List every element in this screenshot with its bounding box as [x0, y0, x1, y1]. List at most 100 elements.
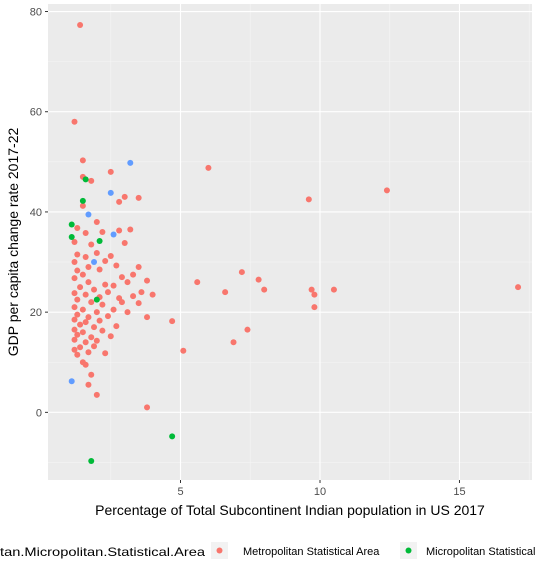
- data-point: [107, 333, 114, 340]
- data-point: [96, 317, 103, 324]
- data-point: [311, 304, 318, 311]
- legend-title: tan.Micropolitan.Statistical.Area: [0, 545, 205, 559]
- panel-background: [48, 4, 532, 480]
- y-tick-label: 60: [30, 107, 42, 119]
- data-point: [93, 218, 100, 225]
- data-point: [88, 177, 95, 184]
- data-point: [82, 254, 89, 261]
- legend-swatch-metropolitan: [216, 547, 223, 554]
- data-point: [330, 286, 337, 293]
- data-point: [88, 299, 95, 306]
- data-point: [383, 187, 390, 194]
- data-point: [130, 271, 137, 278]
- data-point: [230, 339, 237, 346]
- data-point: [68, 233, 75, 240]
- data-point: [77, 344, 84, 351]
- data-point: [144, 277, 151, 284]
- data-point: [93, 250, 100, 257]
- data-points: [68, 22, 522, 464]
- data-point: [205, 164, 212, 171]
- data-point: [127, 226, 134, 233]
- data-point: [515, 284, 522, 291]
- data-point: [116, 198, 123, 205]
- data-point: [85, 349, 92, 356]
- data-point: [71, 275, 78, 282]
- data-point: [85, 264, 92, 271]
- y-tick-label: 20: [30, 307, 42, 319]
- data-point: [99, 327, 106, 334]
- data-point: [149, 291, 156, 298]
- data-point: [96, 266, 103, 273]
- data-point: [82, 319, 89, 326]
- data-point: [194, 279, 201, 286]
- data-point: [79, 197, 86, 204]
- data-point: [135, 300, 142, 307]
- data-point: [96, 237, 103, 244]
- x-tick-label: 10: [314, 486, 326, 498]
- data-point: [88, 334, 95, 341]
- data-point: [244, 326, 251, 333]
- data-point: [91, 343, 98, 350]
- data-point: [93, 309, 100, 316]
- data-point: [71, 118, 78, 125]
- data-point: [107, 189, 114, 196]
- data-point: [71, 316, 78, 323]
- legend-swatch-micropolitan: [405, 547, 412, 554]
- data-point: [71, 290, 78, 297]
- data-point: [104, 313, 111, 320]
- data-point: [135, 264, 142, 271]
- data-point: [222, 289, 229, 296]
- data-point: [91, 286, 98, 293]
- data-point: [71, 346, 78, 353]
- data-point: [305, 196, 312, 203]
- data-point: [82, 229, 89, 236]
- data-point: [107, 253, 114, 260]
- data-point: [255, 276, 262, 283]
- data-point: [74, 311, 81, 318]
- data-point: [93, 296, 100, 303]
- data-point: [85, 381, 92, 388]
- data-point: [311, 291, 318, 298]
- data-point: [110, 306, 117, 313]
- data-point: [93, 337, 100, 344]
- data-point: [88, 371, 95, 378]
- data-point: [169, 433, 176, 440]
- x-axis: 5 10 15: [177, 480, 466, 498]
- data-point: [261, 286, 268, 293]
- data-point: [74, 251, 81, 258]
- legend: tan.Micropolitan.Statistical.Area Metrop…: [0, 542, 535, 559]
- data-point: [102, 350, 109, 357]
- data-point: [127, 159, 134, 166]
- data-point: [82, 361, 89, 368]
- y-axis: 0 20 40 60 80: [30, 7, 48, 419]
- data-point: [91, 324, 98, 331]
- data-point: [79, 329, 86, 336]
- data-point: [135, 194, 142, 201]
- data-point: [85, 211, 92, 218]
- data-point: [68, 221, 75, 228]
- data-point: [104, 289, 111, 296]
- data-point: [116, 227, 123, 234]
- data-point: [130, 293, 137, 300]
- data-point: [121, 193, 128, 200]
- data-point: [110, 231, 117, 238]
- data-point: [85, 314, 92, 321]
- data-point: [71, 304, 78, 311]
- data-point: [71, 326, 78, 333]
- x-tick-label: 5: [177, 486, 183, 498]
- data-point: [79, 157, 86, 164]
- data-point: [118, 299, 125, 306]
- data-point: [110, 282, 117, 289]
- data-point: [85, 279, 92, 286]
- data-point: [238, 269, 245, 276]
- data-point: [88, 457, 95, 464]
- data-point: [99, 301, 106, 308]
- data-point: [93, 391, 100, 398]
- data-point: [118, 274, 125, 281]
- data-point: [79, 271, 86, 278]
- data-point: [82, 291, 89, 298]
- data-point: [99, 228, 106, 235]
- data-point: [71, 336, 78, 343]
- data-point: [124, 279, 131, 286]
